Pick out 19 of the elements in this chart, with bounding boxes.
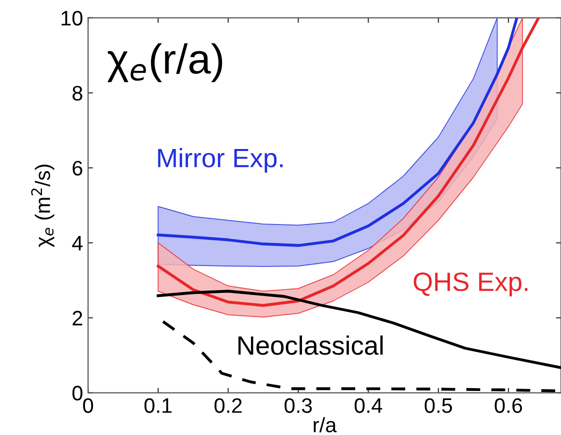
y-tick-label: 8: [72, 86, 82, 101]
x-tick-label: 0.3: [284, 398, 312, 413]
x-tick-label: 0.4: [354, 398, 382, 413]
text: Mirror Exp.: [158, 148, 283, 173]
series-label: QHS Exp.: [414, 272, 528, 296]
y-axis-title: χ$_{e}$ (m$^{2}$/s): [31, 164, 54, 248]
x-tick-label: 0.5: [424, 398, 452, 413]
x-tick-label: 0.2: [214, 398, 242, 413]
series-label: Neoclassical: [238, 336, 383, 355]
x-tick-label: 0.1: [144, 398, 172, 413]
x-tick-label: 0.6: [494, 398, 522, 413]
y-tick-label: 6: [72, 160, 82, 176]
x-tick-label: 0: [83, 398, 94, 413]
y-tick-label: 4: [72, 236, 83, 250]
y-tick-label: 2: [72, 310, 82, 326]
annotation: χ$_{e}$(r/a): [107, 43, 222, 82]
x-axis-title: r/a: [314, 417, 337, 432]
y-tick-label: 10: [62, 10, 82, 26]
y-tick-label: 0: [72, 386, 82, 401]
